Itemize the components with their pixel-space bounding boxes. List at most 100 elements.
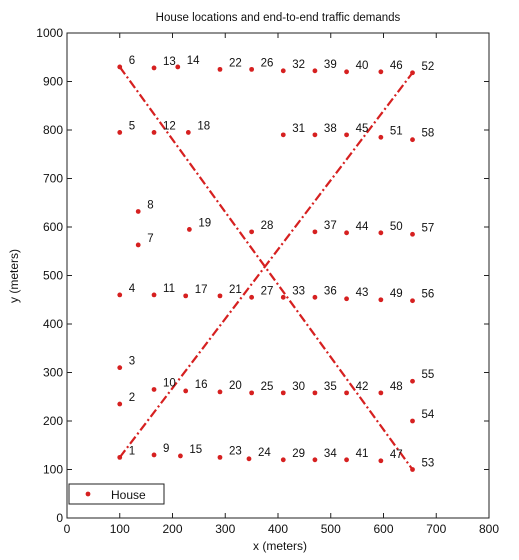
y-tick-label: 100 [43, 463, 63, 477]
legend-box [68, 483, 165, 505]
y-tick-label: 0 [56, 511, 63, 525]
house-point [175, 64, 181, 70]
house-label: 45 [356, 123, 369, 135]
house-label: 37 [324, 220, 337, 232]
house-label: 26 [261, 57, 274, 69]
y-tick-label: 700 [43, 172, 63, 186]
house-label: 39 [324, 59, 337, 71]
house-point [178, 453, 183, 459]
house-point [410, 70, 415, 76]
house-label: 43 [356, 287, 369, 299]
house-label: 2 [129, 392, 135, 404]
x-tick-label: 400 [268, 522, 288, 536]
house-point [280, 68, 286, 74]
house-point [410, 467, 415, 472]
house-label: 8 [147, 199, 153, 211]
house-label: 10 [163, 377, 176, 389]
house-label: 15 [189, 444, 202, 456]
x-tick-label: 100 [110, 522, 130, 536]
house-point [217, 454, 223, 460]
house-point [183, 388, 189, 394]
x-tick-label: 700 [426, 522, 446, 536]
house-label: 31 [292, 123, 305, 135]
demand-line [118, 72, 414, 459]
house-label: 36 [324, 285, 337, 297]
house-label: 38 [324, 123, 337, 135]
y-tick-label: 500 [43, 269, 63, 283]
y-tick-label: 200 [43, 414, 63, 428]
house-label: 11 [163, 283, 175, 295]
house-point [151, 65, 157, 71]
house-point [280, 294, 286, 300]
y-tick-label: 900 [43, 75, 63, 89]
demand-lines [118, 66, 414, 471]
house-point [312, 457, 318, 463]
house-label: 56 [422, 289, 435, 301]
house-label: 5 [129, 120, 135, 132]
house-point [135, 242, 141, 248]
y-axis-label: y (meters) [7, 249, 21, 303]
house-point [378, 390, 384, 396]
house-point [183, 293, 189, 299]
house-label: 30 [292, 381, 305, 393]
house-point [280, 457, 286, 463]
y-tick-label: 300 [43, 366, 63, 380]
house-point [151, 387, 157, 392]
house-point [378, 69, 384, 75]
house-label: 44 [356, 221, 369, 233]
house-label: 23 [229, 445, 242, 457]
house-point [344, 296, 349, 302]
house-label: 50 [390, 221, 403, 233]
house-point [344, 390, 349, 396]
house-label: 13 [163, 56, 176, 68]
house-point [117, 365, 123, 371]
house-label: 14 [187, 55, 200, 67]
house-label: 27 [261, 285, 274, 297]
y-tick-label: 800 [43, 123, 63, 137]
house-point [249, 66, 255, 72]
house-label: 33 [292, 285, 305, 297]
house-label: 9 [163, 443, 169, 455]
legend-label-house: House [111, 488, 146, 502]
house-label: 19 [198, 217, 211, 229]
house-point [344, 132, 349, 138]
house-label: 18 [197, 120, 210, 132]
y-tick-label: 400 [43, 317, 63, 331]
house-point [280, 390, 286, 396]
house-point [246, 456, 252, 462]
x-tick-label: 600 [373, 522, 393, 536]
house-label: 3 [129, 356, 135, 368]
house-point [185, 130, 191, 135]
house-point [117, 130, 123, 135]
x-tick-label: 500 [321, 522, 341, 536]
y-axis: 0 100 200 300 400 500 600 700 800 900 1000 [36, 26, 489, 525]
house-point [249, 229, 255, 235]
legend-marker-house [85, 491, 91, 497]
house-label: 46 [390, 60, 403, 72]
legend: House [68, 483, 165, 505]
house-point [312, 390, 318, 396]
house-label: 35 [324, 381, 337, 393]
house-label: 40 [356, 60, 369, 72]
house-label: 54 [422, 409, 435, 421]
house-point [249, 294, 255, 300]
house-label: 25 [261, 381, 274, 393]
chart-title: House locations and end-to-end traffic d… [156, 12, 401, 24]
house-point [410, 137, 415, 143]
house-label: 20 [229, 380, 242, 392]
x-axis: 0 100 200 300 400 500 600 700 800 [64, 33, 499, 536]
house-label: 57 [422, 222, 435, 234]
house-label: 34 [324, 448, 337, 460]
x-tick-label: 0 [64, 522, 71, 536]
y-tick-label: 1000 [36, 26, 63, 40]
house-point [312, 229, 318, 235]
house-point [378, 458, 384, 464]
house-point [249, 390, 255, 396]
house-label: 29 [292, 448, 305, 460]
house-point [151, 452, 157, 458]
house-label: 17 [195, 284, 208, 296]
house-point [410, 298, 415, 304]
